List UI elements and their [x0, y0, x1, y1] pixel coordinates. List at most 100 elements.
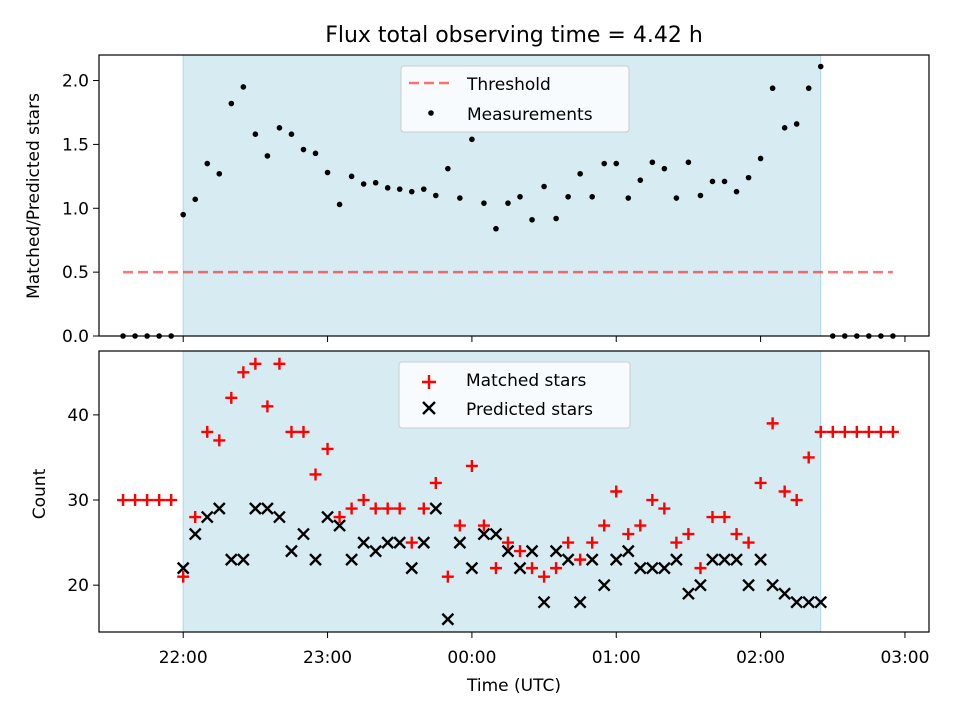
y-tick-label: 2.0 — [62, 72, 89, 92]
matched-star-marker — [429, 476, 442, 489]
predicted-star-marker — [694, 578, 707, 592]
matched-star-marker — [802, 451, 815, 464]
matched-star-marker — [465, 459, 478, 472]
bottom-legend: Matched stars Predicted stars — [398, 361, 631, 429]
predicted-star-marker — [778, 587, 792, 601]
predicted-star-marker — [609, 553, 623, 566]
matched-star-marker — [694, 562, 707, 575]
measurement-point — [721, 178, 728, 185]
measurement-point — [457, 195, 463, 201]
predicted-star-marker — [489, 527, 503, 541]
measurement-point — [433, 192, 439, 199]
matched-star-marker — [826, 425, 839, 438]
predicted-star-marker — [658, 561, 671, 575]
measurement-point — [517, 193, 523, 200]
predicted-star-marker — [670, 553, 683, 566]
y-tick-label: 1.0 — [62, 199, 89, 219]
y-tick-label: 1.5 — [62, 135, 89, 155]
predicted-star-marker — [766, 578, 779, 592]
chart-title: Flux total observing time = 4.42 h — [325, 23, 703, 48]
measurement-point — [240, 84, 247, 90]
predicted-star-marker — [573, 595, 587, 609]
predicted-star-marker — [585, 553, 599, 566]
bottom-legend-box — [398, 361, 631, 429]
measurement-point — [793, 121, 800, 127]
matched-star-marker — [790, 494, 803, 507]
measurement-point — [228, 100, 235, 107]
matched-star-marker — [874, 425, 887, 438]
legend-predicted-swatch — [422, 401, 436, 415]
predicted-star-marker — [513, 561, 527, 575]
matched-star-marker — [477, 519, 490, 532]
measurement-point — [324, 169, 331, 176]
predicted-star-marker — [453, 536, 467, 549]
predicted-star-marker — [718, 553, 731, 566]
predicted-star-marker — [730, 553, 743, 566]
matched-star-marker — [357, 494, 370, 507]
matched-star-marker — [670, 536, 683, 549]
matched-star-marker — [586, 536, 599, 549]
predicted-star-marker — [525, 544, 539, 558]
measurement-point — [757, 155, 764, 162]
predicted-star-marker — [369, 544, 383, 558]
matched-star-marker — [393, 502, 406, 515]
predicted-star-marker — [417, 536, 431, 549]
matched-star-marker — [177, 570, 190, 583]
predicted-star-marker — [345, 553, 358, 566]
measurement-point — [601, 160, 608, 167]
measurement-point — [745, 174, 752, 181]
measurement-point — [192, 196, 199, 203]
predicted-star-marker — [188, 527, 202, 541]
measurement-point — [577, 170, 583, 177]
predicted-star-marker — [561, 553, 575, 566]
matched-star-marker — [598, 519, 611, 532]
measurement-point — [372, 179, 379, 186]
matched-star-marker — [333, 511, 346, 524]
measurement-point — [709, 178, 716, 185]
predicted-star-marker — [393, 536, 407, 549]
matched-star-marker — [730, 528, 743, 541]
measurement-point — [493, 225, 499, 232]
matched-star-marker — [562, 536, 575, 549]
predicted-star-marker — [357, 536, 370, 549]
matched-star-marker — [778, 485, 791, 498]
y-tick-label: 30 — [67, 491, 89, 511]
matched-star-marker — [838, 425, 851, 438]
matched-star-marker — [574, 553, 587, 566]
legend-matched-swatch — [422, 375, 436, 389]
predicted-star-marker — [742, 578, 755, 592]
legend-measurements-label: Measurements — [467, 105, 593, 125]
predicted-star-marker — [285, 544, 298, 558]
x-tick-label: 22:00 — [159, 648, 208, 668]
bottom-panel: 20 30 40 22:00 23:00 00:00 01:00 02:00 03:00 Co… — [30, 350, 930, 696]
matched-star-marker — [201, 425, 214, 438]
predicted-star-marker — [297, 527, 310, 541]
measurement-point — [553, 215, 559, 222]
predicted-star-marker — [549, 544, 563, 558]
matched-star-marker — [417, 502, 430, 515]
matched-star-marker — [814, 425, 827, 438]
x-tick-label: 03:00 — [880, 648, 929, 668]
measurement-point — [769, 85, 776, 92]
predicted-star-marker — [176, 561, 190, 575]
legend-threshold-label: Threshold — [466, 75, 551, 95]
predicted-star-marker — [621, 544, 635, 558]
measurement-point — [733, 188, 740, 195]
predicted-star-marker — [212, 502, 226, 515]
predicted-star-marker — [682, 587, 695, 601]
predicted-star-marker — [200, 510, 214, 524]
predicted-star-marker — [249, 502, 262, 515]
measurement-point — [817, 63, 824, 70]
measurement-point — [673, 195, 680, 201]
predicted-star-marker — [477, 527, 491, 541]
matched-star-marker — [441, 570, 454, 583]
measurement-point — [312, 150, 319, 157]
measurement-point — [445, 165, 451, 172]
matched-star-marker — [453, 519, 466, 532]
legend-measurements-swatch — [428, 110, 434, 116]
predicted-star-marker — [321, 510, 334, 524]
matched-star-marker — [261, 400, 274, 413]
matched-star-marker — [405, 536, 418, 549]
matched-star-marker — [646, 494, 659, 507]
matched-star-marker — [766, 417, 779, 430]
